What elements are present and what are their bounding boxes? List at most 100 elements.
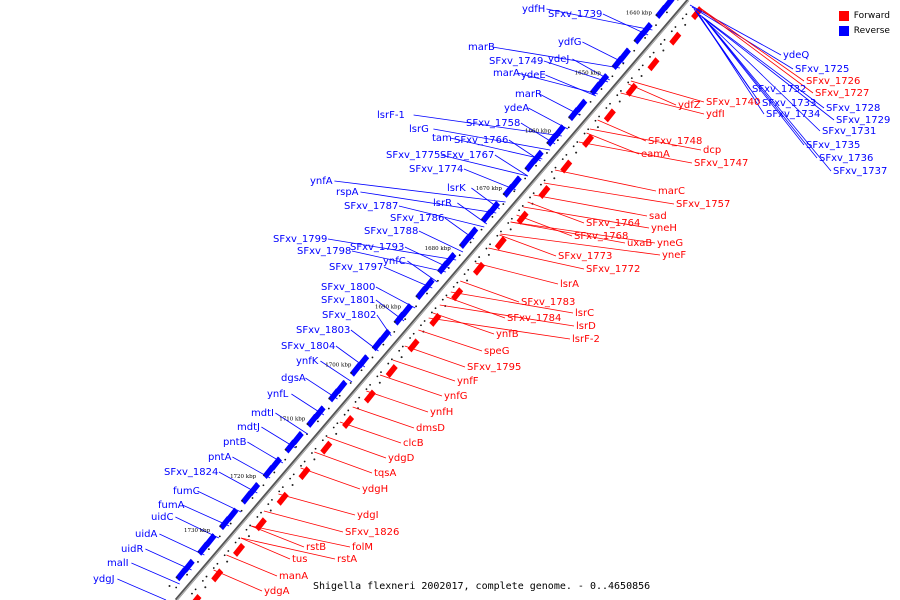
forward-gene-label: ynfH [430,407,453,418]
track-dot [605,107,608,109]
reverse-gene-label: SFxv_1735 [806,140,860,151]
track-dot [491,215,494,218]
track-dot [513,190,516,193]
forward-gene-label: ynfF [457,376,479,387]
reverse-leader [572,58,610,81]
track-dot [510,217,513,220]
reverse-leader [508,139,541,162]
reverse-leader [350,329,379,352]
forward-gene-label: lsrA [560,279,579,290]
reverse-leader [159,533,205,556]
reverse-gene-arrow [226,507,239,522]
reverse-gene-label: SFxv_1797 [329,262,383,273]
forward-leader [404,345,466,368]
track-dot [627,81,630,84]
reverse-gene-arrow [480,209,493,224]
reverse-leader [520,122,556,145]
track-dot [575,151,578,154]
reverse-gene-label: mdtI [251,408,274,419]
track-dot [269,509,272,512]
track-dot [262,484,265,487]
scale-tick-label: 1670 kbp [476,186,503,192]
track-dot [376,375,379,378]
reverse-gene-label: rspA [336,187,359,198]
reverse-gene-label: SFxv_1729 [836,115,890,126]
track-dot [387,362,390,365]
forward-leader [523,206,650,229]
forward-leader [543,182,675,205]
track-dot [175,586,178,589]
track-dot [201,579,204,582]
forward-gene-label: ynfG [444,391,468,402]
forward-gene-label: sad [649,211,667,222]
track-dot [415,295,418,298]
track-dot [684,23,687,26]
reverse-gene-label: SFxv_1737 [833,166,887,177]
reverse-gene-label: malI [107,558,129,569]
track-dot [644,37,647,39]
forward-gene-arrow [429,312,442,327]
forward-leader [428,317,571,340]
forward-gene-label: SFxv_1747 [694,158,748,169]
track-dot [338,394,341,397]
forward-gene-label: SFxv_1727 [815,88,869,99]
reverse-gene-label: SFxv_1758 [466,118,520,129]
reverse-leader [701,16,835,121]
reverse-gene-label: SFxv_1803 [296,325,350,336]
reverse-leader [197,490,242,513]
forward-gene-label: SFxv_1740 [706,97,760,108]
reverse-gene-arrow [488,200,501,215]
forward-leader [450,291,574,314]
track-dot [303,460,306,463]
forward-gene-label: lsrF-2 [572,334,600,345]
reverse-leader [261,426,296,449]
forward-gene-label: yneF [662,250,686,261]
forward-gene-label: tus [292,554,307,565]
forward-leader [278,493,356,516]
reverse-leader [709,24,832,172]
reverse-leader [602,13,649,36]
track-dot [502,193,505,196]
reverse-leader [334,180,506,203]
forward-leader [326,436,387,459]
reverse-gene-label: fumA [158,500,185,511]
track-dot [553,177,556,180]
track-dot [314,447,317,450]
track-dot [325,435,328,437]
reverse-gene-arrow [568,107,581,122]
reverse-gene-arrow [248,482,261,497]
reverse-leader [539,93,581,116]
reverse-leader [320,360,353,383]
forward-leader [578,141,693,164]
track-dot [587,128,590,131]
reverse-gene-arrow [422,277,435,292]
forward-leader [352,406,415,429]
track-dot [229,522,232,525]
reverse-gene-label: SFxv_1787 [344,201,398,212]
reverse-gene-arrow [335,379,348,394]
track-dot [500,230,502,233]
reverse-leader [418,230,464,253]
track-dot [655,24,657,27]
forward-gene-label: SFxv_1764 [586,218,640,229]
reverse-gene-arrow [575,98,588,113]
forward-gene-label: lsrC [575,308,594,319]
track-dot [655,14,658,17]
forward-leader [418,329,483,352]
reverse-leader [291,393,325,416]
forward-gene-label: SFxv_1726 [806,76,860,87]
reverse-gene-arrow [546,132,559,147]
forward-gene-label: SFxv_1795 [467,362,521,373]
track-dot [478,256,481,258]
track-dot [278,490,281,493]
reverse-gene-label: uidC [151,512,173,523]
reverse-gene-arrow [357,354,370,369]
track-dot [349,382,352,384]
scale-tick-label: 1710 kbp [279,417,306,423]
reverse-gene-label: marR [515,89,542,100]
track-dot [600,88,603,90]
track-dot [674,26,677,28]
reverse-leader [517,72,598,95]
reverse-gene-label: SFxv_1767 [440,150,494,161]
